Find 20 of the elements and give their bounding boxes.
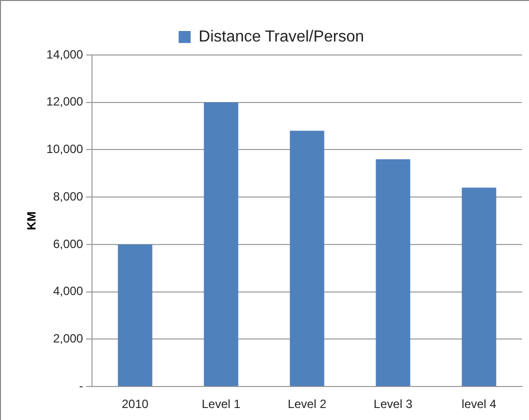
bar <box>376 159 410 386</box>
bar <box>118 244 152 386</box>
x-tick-label: Level 1 <box>202 397 241 412</box>
y-tick-label: 6,000 <box>53 236 84 251</box>
y-tick-label: 14,000 <box>46 47 84 62</box>
x-tick-label: level 4 <box>462 397 497 412</box>
bar <box>204 102 238 386</box>
y-tick-label: - <box>79 378 84 393</box>
y-tick-label: 10,000 <box>46 142 84 156</box>
y-tick-label: 2,000 <box>53 332 84 346</box>
x-tick-label: Level 3 <box>374 397 413 412</box>
bar <box>290 130 324 386</box>
x-tick-label: 2010 <box>122 397 149 412</box>
y-tick-label: 12,000 <box>46 94 84 109</box>
bar <box>462 188 496 386</box>
y-tick-label: 8,000 <box>53 189 84 204</box>
y-tick-label: 4,000 <box>53 284 84 298</box>
x-tick-label: Level 2 <box>288 397 327 412</box>
legend-label: Distance Travel/Person <box>198 28 364 46</box>
y-axis-title: KM <box>24 211 39 230</box>
